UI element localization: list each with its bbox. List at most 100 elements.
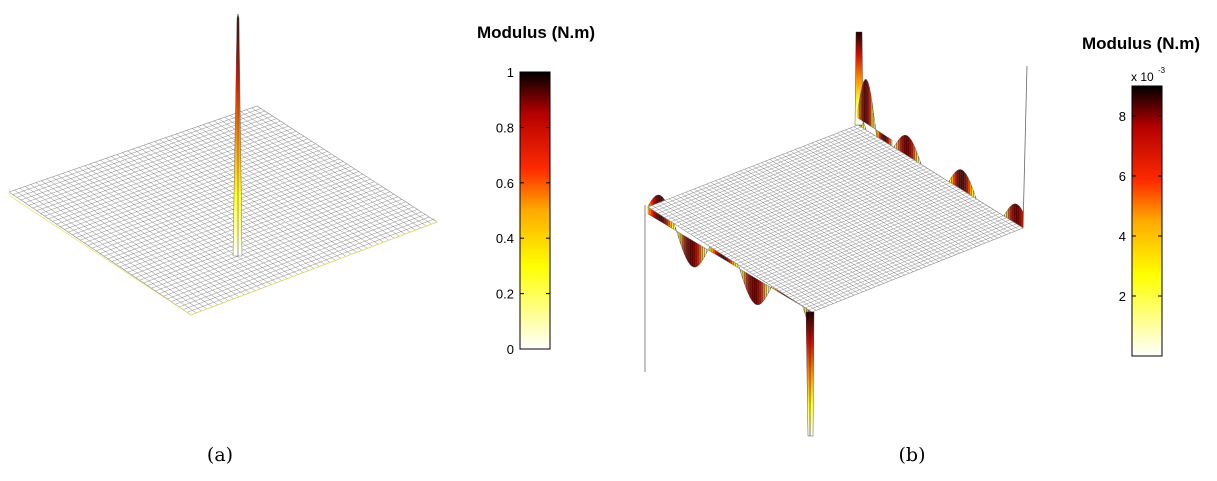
wave-right-segment [910, 139, 914, 160]
mesh-a-line [123, 178, 371, 270]
colorbar-tick-label: 0.2 [496, 287, 514, 302]
wave-right-segment [1006, 208, 1009, 220]
mesh-a-line [219, 118, 400, 237]
wave-left-segment [686, 236, 689, 262]
mesh-b-line [807, 144, 973, 249]
back-spike-wave-segment [863, 78, 866, 123]
wave-left-segment [758, 280, 762, 305]
mesh-b-line [805, 223, 1017, 309]
mesh-b-line [803, 146, 969, 251]
mesh-b-line [749, 188, 961, 273]
mesh-b-line [743, 184, 954, 269]
mesh-b-line [849, 128, 1015, 232]
mesh-a-line [240, 111, 422, 229]
colorbar-tick-label: 0.8 [496, 120, 514, 135]
wave-right-segment [1019, 205, 1022, 228]
wave-left-segment [764, 283, 767, 301]
mesh-b-line [798, 219, 1010, 304]
mesh-a-line [135, 186, 383, 278]
mesh-b-line [739, 182, 951, 267]
mesh-a-line [159, 139, 341, 259]
mesh-b-line [808, 225, 1020, 311]
colorbar-tick-label: 8 [1119, 109, 1126, 124]
mesh-b-line [729, 176, 941, 260]
wave-left-segment [702, 246, 705, 261]
wave-right-segment [1020, 207, 1024, 229]
back-spike-wave-segment [874, 123, 877, 136]
wave-right-segment [898, 137, 901, 152]
mesh-b-line [836, 133, 1003, 237]
colorbar-gradient-a [519, 71, 551, 350]
back-spike-wave-segment [862, 81, 864, 122]
mesh-b-line [752, 190, 964, 275]
wave-right-segment [956, 169, 960, 189]
wave-left-segment [757, 279, 760, 306]
wave-left-segment [684, 235, 687, 259]
mesh-b-line [820, 139, 986, 244]
mesh-a-line [224, 117, 406, 235]
mesh-b-line [799, 147, 965, 252]
mesh-b-line [794, 149, 960, 254]
mesh-b-line [769, 159, 935, 264]
mesh-a-line [229, 115, 411, 233]
mesh-a-line [235, 113, 416, 231]
front-corner-spike-b [805, 311, 815, 437]
mesh-a-line [251, 107, 432, 225]
mesh-a-line [179, 214, 426, 308]
mesh-b-line [853, 126, 1019, 230]
wave-left-segment [682, 234, 685, 255]
mesh-b-line [769, 201, 981, 285]
back-spike-wave-segment [864, 79, 867, 124]
mesh-b-line [802, 221, 1014, 306]
wave-left-segment [753, 276, 756, 305]
wave-right-segment [916, 151, 919, 164]
wave-left-segment [749, 274, 753, 302]
wave-left-segment [755, 277, 758, 306]
mesh-a-line [143, 191, 391, 284]
colorbar-tick-label: 0.6 [496, 176, 514, 191]
wave-right-segment [905, 134, 908, 157]
wave-right-segment [964, 171, 967, 193]
mesh-a-line [147, 194, 395, 286]
edge-rim-a-left [8, 187, 192, 316]
mesh-a-line [139, 189, 387, 281]
mesh-a-line [183, 216, 430, 310]
wave-right-segment [912, 143, 916, 161]
mesh-b-line [792, 215, 1004, 300]
mesh-b-line [773, 157, 939, 262]
wave-right-segment [1015, 203, 1018, 225]
mesh-a-line [171, 209, 418, 302]
wave-left-segment [698, 244, 702, 266]
mesh-a-line [170, 135, 352, 255]
mesh-a-line [186, 130, 368, 249]
mesh-a-line [213, 120, 395, 239]
mesh-b-line [779, 207, 991, 292]
mesh-b-line [759, 194, 971, 279]
wave-right-segment [971, 185, 974, 198]
wave-left-segment [693, 240, 696, 268]
mesh-a-line [138, 146, 320, 267]
mesh-b-line [765, 160, 931, 266]
colorbar-title-a: Modulus (N.m) [477, 23, 595, 42]
wave-right-segment [1017, 204, 1020, 227]
wave-left-segment [697, 243, 700, 267]
wave-right-segment [901, 135, 905, 154]
back-spike-wave-segment [873, 112, 876, 130]
wave-right-segment [899, 135, 903, 153]
mesh-a-line [155, 199, 402, 292]
wave-right-segment [965, 173, 969, 194]
back-spike-wave-segment [867, 82, 870, 126]
mesh-a-line [165, 137, 347, 257]
mesh-b-line [841, 131, 1007, 235]
colorbar-tick-label: 4 [1119, 229, 1126, 244]
surface-plot-b [644, 31, 1028, 437]
wave-left-segment [704, 247, 707, 257]
wave-left-segment [675, 227, 678, 234]
mesh-b-line [786, 152, 952, 257]
mesh-a-line [167, 206, 414, 300]
mesh-a-line [176, 133, 357, 253]
mesh-b-line [772, 203, 984, 288]
wave-left-segment [742, 270, 745, 285]
wave-left-segment [700, 245, 703, 264]
wave-right-segment [914, 147, 917, 162]
